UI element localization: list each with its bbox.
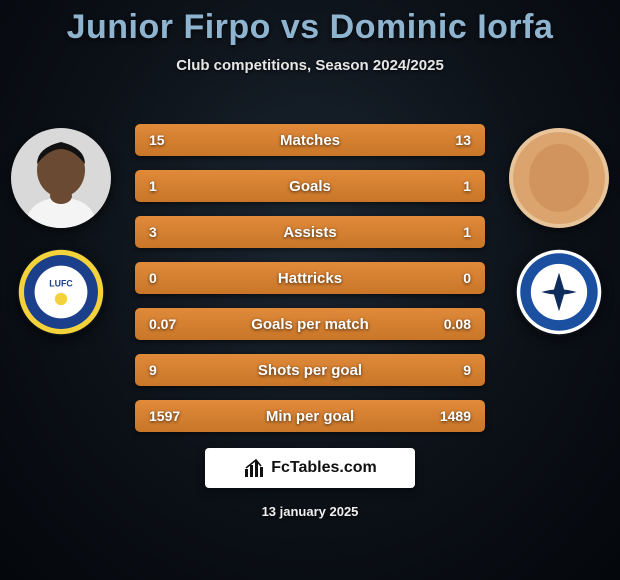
stat-label: Hattricks [278,270,342,287]
stat-row: 3 Assists 1 [135,216,485,248]
right-column [504,128,614,336]
stat-row: 1597 Min per goal 1489 [135,400,485,432]
stat-row: 1 Goals 1 [135,170,485,202]
date-text: 13 january 2025 [262,504,359,519]
stat-label: Assists [283,224,336,241]
stat-label: Goals [289,178,331,195]
brand-icon [243,457,265,479]
stat-label: Matches [280,132,340,149]
stat-row: 9 Shots per goal 9 [135,354,485,386]
stat-value-right: 1 [463,178,471,194]
stat-value-left: 15 [149,132,165,148]
player-avatar-right [509,128,609,228]
stat-label: Min per goal [266,408,354,425]
stat-row: 0 Hattricks 0 [135,262,485,294]
club-crest-left: LUFC [17,248,105,336]
club-crest-right [515,248,603,336]
stat-value-left: 1 [149,178,157,194]
subtitle: Club competitions, Season 2024/2025 [0,57,620,74]
left-column: LUFC [6,128,116,336]
stat-row: 15 Matches 13 [135,124,485,156]
stat-value-left: 1597 [149,408,180,424]
stat-value-left: 3 [149,224,157,240]
stat-value-right: 0 [463,270,471,286]
stat-value-left: 9 [149,362,157,378]
stat-value-right: 1 [463,224,471,240]
stat-value-right: 9 [463,362,471,378]
stat-value-left: 0.07 [149,316,176,332]
stat-label: Shots per goal [258,362,362,379]
stat-row: 0.07 Goals per match 0.08 [135,308,485,340]
page-title: Junior Firpo vs Dominic Iorfa [0,0,620,47]
stat-value-left: 0 [149,270,157,286]
stat-label: Goals per match [251,316,369,333]
svg-text:LUFC: LUFC [49,279,73,289]
brand-text: FcTables.com [271,459,377,477]
player-avatar-left [11,128,111,228]
stat-value-right: 13 [455,132,471,148]
stat-value-right: 1489 [440,408,471,424]
brand-card: FcTables.com [205,448,415,488]
stats-list: 15Matches131Goals13Assists10Hattricks00.… [135,124,485,432]
stat-value-right: 0.08 [444,316,471,332]
